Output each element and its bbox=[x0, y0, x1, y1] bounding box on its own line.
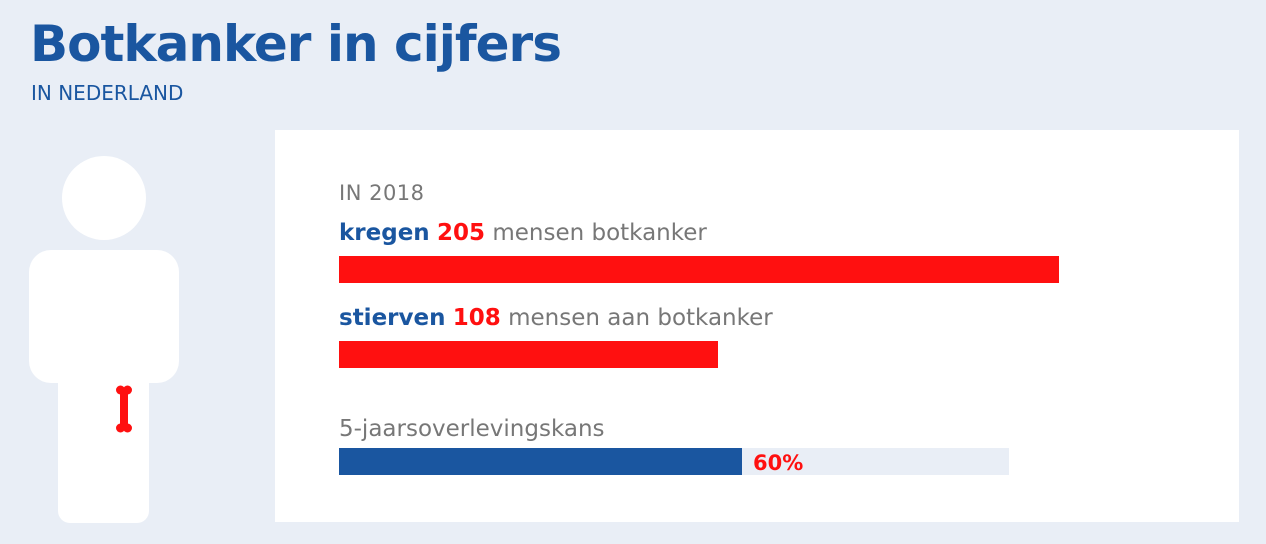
survival-fill bbox=[339, 448, 742, 475]
person-silhouette-icon bbox=[29, 156, 179, 523]
survival-track bbox=[339, 448, 1009, 475]
person-legs bbox=[58, 350, 149, 523]
person-torso bbox=[29, 250, 179, 383]
stat-verb: stierven bbox=[339, 305, 446, 331]
stat-verb: kregen bbox=[339, 220, 430, 246]
page-subtitle: IN NEDERLAND bbox=[31, 81, 184, 105]
stat-rest: mensen aan botkanker bbox=[500, 305, 773, 331]
survival-label: 5-jaarsoverlevingskans bbox=[339, 416, 605, 442]
stat-label-mortality: stierven 108 mensen aan botkanker bbox=[339, 303, 773, 333]
survival-value-label: 60% bbox=[753, 451, 804, 475]
stat-label-incidence: kregen 205 mensen botkanker bbox=[339, 218, 707, 248]
bone-icon bbox=[116, 385, 132, 433]
bar-incidence bbox=[339, 256, 1059, 283]
chart-caption: IN 2018 bbox=[339, 181, 425, 205]
person-head bbox=[62, 156, 146, 240]
bar-mortality bbox=[339, 341, 718, 368]
stat-value: 205 bbox=[437, 220, 486, 246]
stat-rest: mensen botkanker bbox=[485, 220, 707, 246]
stat-value: 108 bbox=[452, 305, 501, 331]
page-title: Botkanker in cijfers bbox=[30, 15, 562, 73]
